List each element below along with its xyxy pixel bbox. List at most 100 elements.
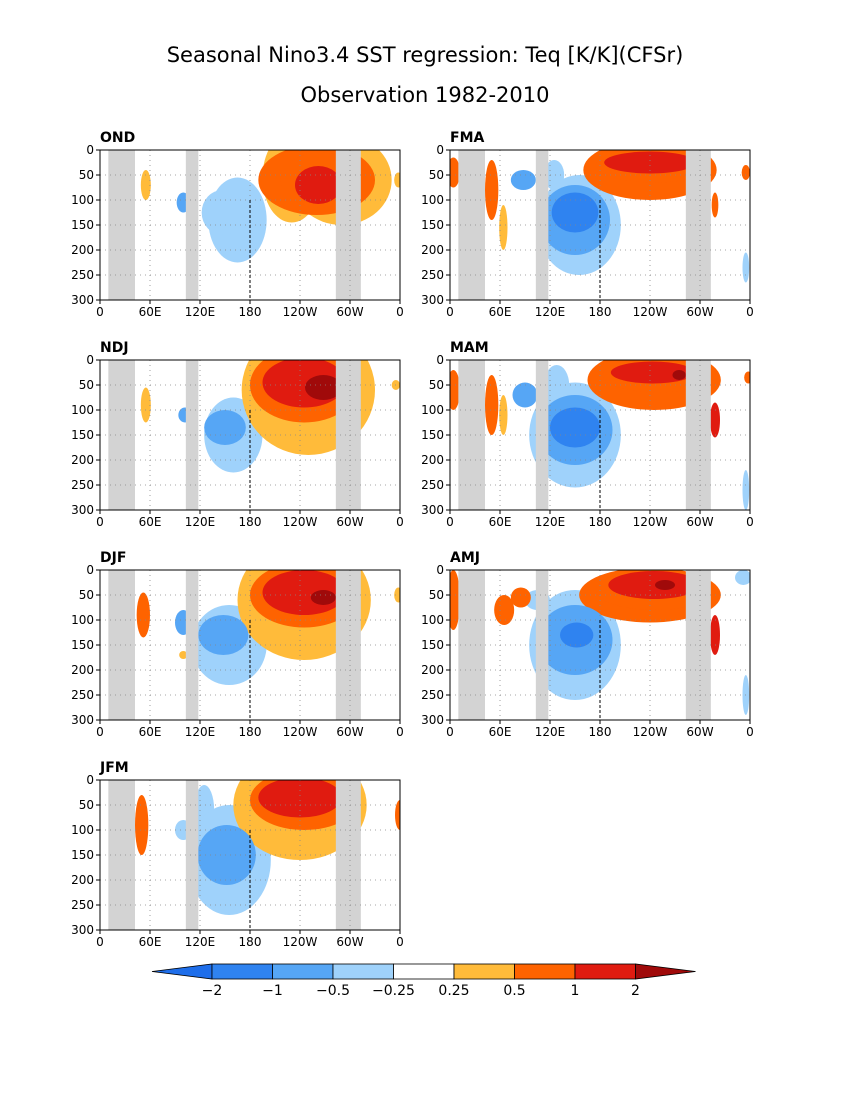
y-tick-label: 50 [79,798,94,812]
land-mask [685,570,711,720]
colorbar-label: 0.25 [438,983,469,999]
panel-amj: AMJ 0 60E 120E 180 120W 60W 0 0 50 100 150 200 250 300 [421,550,754,739]
x-tick-label: 0 [96,305,104,319]
contour-region [672,370,686,380]
x-tick-label: 60E [139,725,162,739]
panel-ond: OND 0 60E 120E 180 120W 60W 0 0 50 100 150 200 250 300 [71,130,404,319]
contour-region [179,651,188,659]
y-tick-label: 200 [421,663,444,677]
x-tick-label: 60W [336,935,363,949]
y-tick-label: 100 [71,823,94,837]
contour-region [604,151,696,174]
x-tick-label: 60E [139,305,162,319]
panel-jfm: JFM 0 60E 120E 180 120W 60W 0 0 50 100 150 200 250 300 [71,760,404,949]
y-tick-label: 200 [421,243,444,257]
contour-region [305,375,342,400]
x-tick-label: 60W [686,305,713,319]
x-tick-label: 60E [139,935,162,949]
colorbar-label: −2 [202,983,223,999]
y-tick-label: 150 [71,848,94,862]
y-tick-label: 150 [421,428,444,442]
contour-region [742,470,750,510]
x-tick-label: 120W [283,305,318,319]
y-tick-label: 50 [79,378,94,392]
colorbar-box [332,963,394,980]
y-tick-label: 300 [71,293,94,307]
panels: OND 0 60E 120E 180 120W 60W 0 0 50 100 150 200 250 300… [71,130,754,949]
panel-label: FMA [450,130,484,146]
x-tick-label: 0 [746,305,754,319]
plot-area [100,570,400,720]
contour-region [198,615,249,655]
y-tick-label: 50 [429,168,444,182]
land-mask [335,360,361,510]
plot-area [450,360,750,510]
x-tick-label: 60W [336,515,363,529]
colorbar-label: 2 [631,983,640,999]
contour-region [735,570,750,585]
y-tick-label: 250 [71,478,94,492]
contour-region [450,370,460,410]
land-mask [535,360,549,510]
y-tick-label: 100 [421,613,444,627]
x-tick-label: 120E [185,515,216,529]
y-tick-label: 300 [421,293,444,307]
contour-region [494,595,515,625]
x-tick-label: 0 [446,305,454,319]
x-tick-label: 60E [489,305,512,319]
y-tick-label: 250 [71,898,94,912]
y-tick-label: 300 [421,713,444,727]
colorbar-extend-high [635,963,696,980]
contour-region [201,190,244,235]
y-tick-label: 200 [71,663,94,677]
x-tick-label: 0 [96,935,104,949]
contour-region [499,395,508,435]
contour-region [510,587,531,608]
y-tick-label: 250 [421,688,444,702]
x-tick-label: 120W [283,515,318,529]
contour-region [499,205,508,250]
colorbar-label: −0.5 [316,983,350,999]
y-tick-label: 0 [86,353,94,367]
y-tick-label: 0 [436,353,444,367]
x-tick-label: 60W [686,515,713,529]
x-tick-label: 0 [746,515,754,529]
land-mask [185,570,199,720]
contour-region [395,800,400,830]
panel-label: DJF [100,550,126,566]
x-tick-label: 60E [139,515,162,529]
y-tick-label: 0 [436,143,444,157]
y-tick-label: 300 [71,503,94,517]
panel-ndj: NDJ 0 60E 120E 180 120W 60W 0 0 50 100 150 200 250 300 [71,340,404,529]
x-tick-label: 180 [239,725,262,739]
x-tick-label: 180 [589,305,612,319]
x-tick-label: 0 [396,305,404,319]
panel-label: JFM [99,760,129,776]
x-tick-label: 120E [185,935,216,949]
panel-fma: FMA 0 60E 120E 180 120W 60W 0 0 50 100 150 200 250 300 [421,130,754,319]
contour-region [450,157,460,188]
contour-region [655,580,675,590]
y-tick-label: 100 [71,403,94,417]
land-mask [335,150,361,300]
y-tick-label: 0 [86,773,94,787]
contour-region [394,172,400,188]
title-line2: Observation 1982-2010 [300,83,549,107]
land-mask [335,780,361,930]
contour-region [710,615,720,655]
y-tick-label: 50 [79,588,94,602]
x-tick-label: 180 [239,515,262,529]
x-tick-label: 0 [396,515,404,529]
contour-region [711,192,719,218]
y-tick-label: 300 [421,503,444,517]
x-tick-label: 0 [96,725,104,739]
contour-region [197,825,256,885]
land-mask [335,570,361,720]
y-tick-label: 150 [421,218,444,232]
panel-label: NDJ [100,340,129,356]
y-tick-label: 300 [71,713,94,727]
x-tick-label: 180 [239,935,262,949]
colorbar-box [514,963,576,980]
colorbar-label: 1 [571,983,580,999]
land-mask [185,780,199,930]
